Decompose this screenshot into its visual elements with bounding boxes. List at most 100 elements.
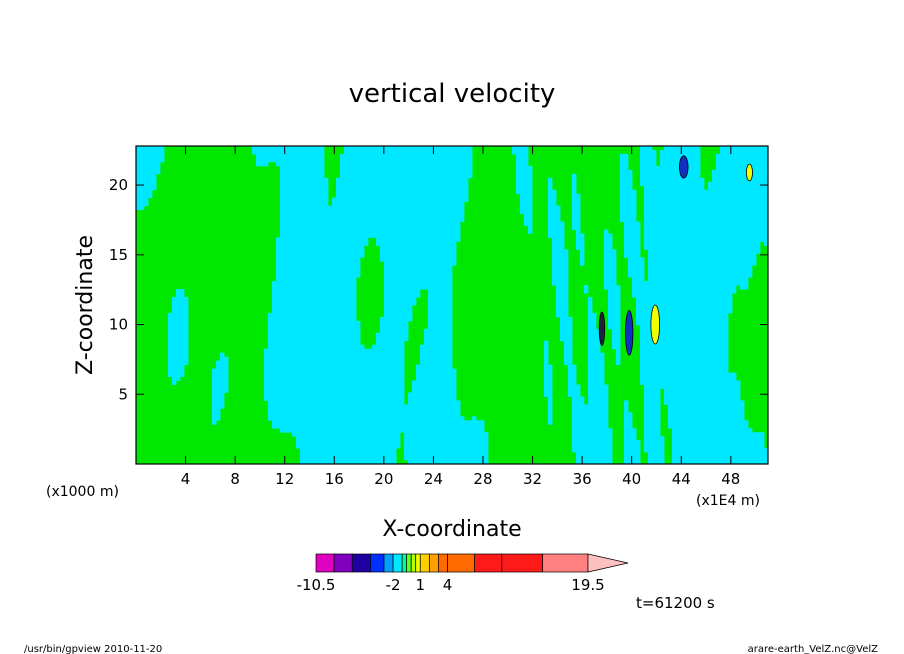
field-cell [280,209,465,214]
field-cell [428,320,453,326]
field-cell [556,285,569,290]
field-cell [620,201,637,207]
colorbar-segment [447,553,476,573]
field-cell [640,380,741,385]
field-cell [576,241,585,246]
field-cell [640,352,729,358]
field-cell [552,253,569,258]
field-cell [588,376,605,381]
field-cell [608,324,621,330]
field-cell [672,432,765,437]
field-cell [644,444,665,449]
field-cell [624,416,633,421]
y-tick-label: 20 [109,176,128,194]
field-cell [136,173,157,179]
field-cell [216,360,229,366]
x-tick-label: 40 [622,470,641,488]
field-cell [620,161,629,167]
field-cell [588,380,605,385]
field-cell [636,305,733,310]
field-cell [588,372,605,377]
field-cell [548,229,565,234]
field-cell [280,213,465,218]
field-cell [640,165,701,171]
field-cell [664,392,741,397]
field-cell [644,209,768,214]
field-cell [608,305,621,310]
field-cell [576,237,585,242]
field-cell [420,356,453,362]
field-cell [668,420,749,425]
field-cell [764,241,768,246]
field-cell [424,328,453,334]
colorbar-segment [419,553,430,573]
field-cell [620,205,637,211]
field-cell [668,404,745,409]
field-cell [428,289,453,294]
field-cell [572,432,613,437]
field-cell [280,185,329,191]
field-cell [544,356,549,362]
field-cell [264,368,405,373]
field-cell [384,277,453,282]
field-cell [660,153,701,159]
field-cell [384,289,421,294]
field-cell [268,328,361,334]
field-cell [580,257,585,262]
field-cell [428,305,453,310]
field-cell [624,253,641,258]
field-cell [552,237,565,242]
field-cell [624,233,641,238]
field-cell [572,424,609,429]
field-cell [544,372,553,377]
field-cell [168,356,189,362]
colorbar-segment [474,553,503,573]
field-cell [264,376,405,381]
field-cell [632,285,737,290]
field-cell [568,368,577,373]
field-cell [212,388,229,393]
field-cell [560,316,573,322]
field-cell [276,161,325,167]
field-cell [272,424,485,429]
field-cell [624,229,641,234]
field-cell [276,261,361,266]
field-cell [264,384,405,389]
field-cell [428,324,453,330]
field-cell [624,245,641,250]
field-cell [136,169,161,175]
field-cell [572,185,577,191]
field-cell [564,352,573,358]
field-cell [552,265,569,270]
field-cell [712,169,768,175]
field-cell [548,177,553,183]
field-cell [572,416,609,421]
field-cell [640,348,729,354]
field-cell [416,372,457,377]
field-cell [544,348,549,354]
field-cell [528,225,533,230]
field-cell [520,193,533,199]
field-cell [624,420,633,425]
field-cell [572,444,613,449]
colorbar-segment [333,553,353,573]
field-cell [136,197,149,203]
field-cell [620,209,637,214]
field-cell [644,420,661,425]
x-axis-unit: (x1000 m) [46,484,119,500]
plot-frame [135,145,769,465]
x-tick-label: 36 [573,470,592,488]
field-cell [584,289,589,294]
field-cell [588,328,601,334]
field-cell [372,344,405,350]
field-cell [588,388,609,393]
field-cell [380,253,457,258]
field-cell [648,269,753,274]
field-cell [256,161,269,167]
field-cell [604,253,617,258]
y-axis-ticks: 5 10 15 20 [109,176,768,403]
field-cell [644,229,768,234]
field-cell [376,340,405,346]
field-cell [552,273,569,278]
field-cell [588,396,609,401]
